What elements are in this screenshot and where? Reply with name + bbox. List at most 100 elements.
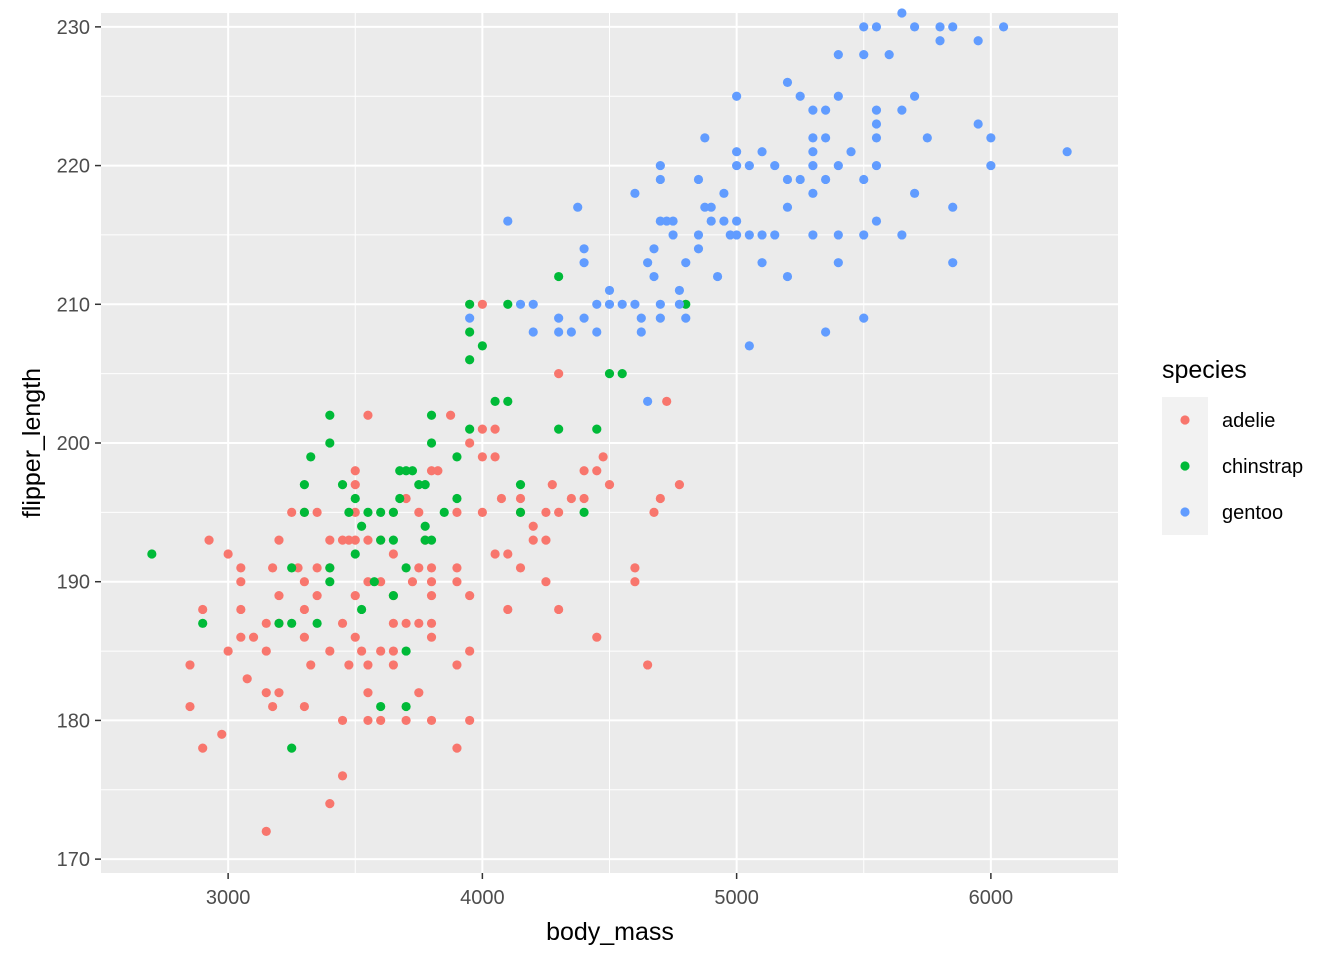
data-point (744, 230, 754, 240)
data-point (833, 258, 843, 268)
data-point (630, 577, 640, 587)
data-point (859, 230, 869, 240)
data-point (744, 341, 754, 351)
data-point (948, 258, 958, 268)
data-point (515, 480, 526, 490)
data-point (681, 299, 691, 309)
data-point (655, 160, 665, 171)
data-point (477, 452, 487, 462)
data-point (350, 535, 360, 545)
data-point (808, 105, 818, 115)
data-point (744, 160, 754, 171)
data-point (293, 563, 303, 573)
data-point (770, 230, 780, 240)
series-chinstrap (147, 271, 691, 753)
y-axis-title: flipper_length (18, 368, 46, 518)
data-point (592, 632, 602, 642)
data-point (503, 299, 513, 309)
data-point (236, 604, 246, 615)
data-point (693, 244, 704, 254)
data-point (350, 590, 360, 601)
data-point (299, 507, 309, 517)
data-point (782, 174, 793, 185)
data-point (477, 507, 487, 517)
data-point (465, 313, 475, 323)
data-point (217, 729, 227, 739)
data-point (414, 688, 424, 698)
data-point (376, 701, 386, 712)
data-point (414, 507, 424, 517)
data-point (649, 244, 659, 254)
data-point (236, 577, 246, 587)
data-point (846, 147, 856, 157)
data-point (242, 674, 252, 684)
data-point (998, 22, 1009, 32)
legend: species adelie chinstrap gentoo (1162, 356, 1303, 535)
data-point (426, 563, 437, 573)
data-point (452, 660, 462, 670)
data-point (598, 452, 608, 462)
data-point (655, 174, 665, 185)
y-tick-label: 180 (57, 710, 90, 732)
data-point (344, 660, 354, 670)
data-point (808, 230, 818, 240)
data-point (445, 410, 456, 420)
data-point (363, 410, 373, 420)
data-point (674, 299, 685, 309)
data-point (312, 563, 322, 573)
data-point (592, 424, 602, 434)
legend-title: species (1162, 356, 1247, 384)
data-point (782, 77, 793, 87)
data-point (426, 535, 437, 545)
data-point (325, 799, 335, 809)
data-point (350, 480, 360, 490)
data-point (414, 563, 424, 573)
data-point (426, 618, 437, 628)
data-point (337, 771, 348, 781)
data-point (274, 688, 284, 698)
data-point (871, 133, 882, 143)
data-point (350, 632, 360, 642)
data-point (871, 160, 882, 171)
data-point (833, 91, 843, 101)
data-point (579, 466, 589, 476)
data-point (579, 313, 589, 323)
data-point (871, 216, 882, 226)
data-point (833, 230, 843, 240)
data-point (420, 535, 430, 545)
data-point (592, 327, 602, 337)
data-point (465, 355, 475, 365)
data-point (477, 341, 487, 351)
data-point (376, 507, 386, 517)
data-point (579, 507, 589, 517)
data-point (465, 715, 475, 726)
data-point (693, 174, 704, 185)
data-point (426, 577, 437, 587)
data-point (833, 160, 843, 171)
data-point (655, 216, 665, 226)
data-point (566, 327, 576, 337)
data-point (337, 618, 348, 628)
data-point (515, 299, 526, 309)
data-point (668, 216, 678, 226)
data-point (465, 438, 475, 448)
data-point (897, 105, 907, 115)
data-point (261, 618, 271, 628)
data-point (401, 715, 411, 726)
data-point (554, 313, 564, 323)
data-point (261, 646, 271, 656)
data-point (674, 480, 685, 490)
data-point (363, 577, 373, 587)
data-point (808, 188, 818, 198)
data-point (630, 299, 640, 309)
data-point (306, 660, 316, 670)
data-point (700, 133, 710, 143)
data-point (871, 105, 882, 115)
data-point (299, 701, 309, 712)
data-point (433, 466, 443, 476)
data-point (948, 22, 958, 32)
data-point (948, 202, 958, 212)
data-point (337, 715, 348, 726)
data-point (935, 36, 945, 46)
data-point (732, 230, 742, 240)
